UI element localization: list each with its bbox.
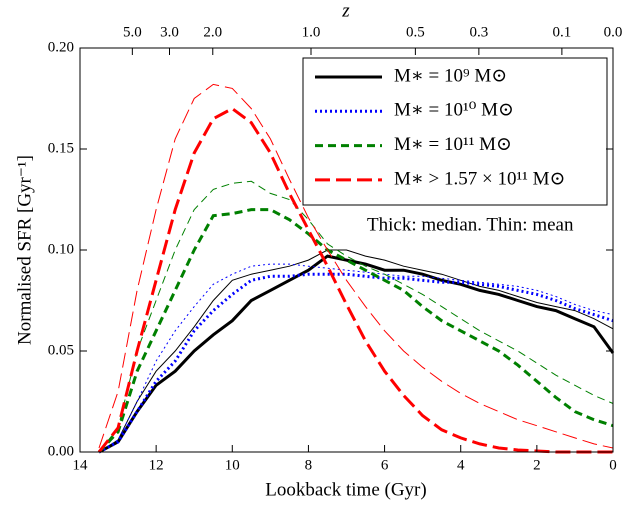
x-tick-label: 2 [533,457,541,473]
top-axis-label: z [341,0,350,21]
y-axis-label: Normalised SFR [Gyr⁻¹] [14,155,35,345]
y-tick-label: 0.10 [48,241,74,257]
x-axis-label: Lookback time (Gyr) [265,479,426,500]
legend-label: M∗ = 10⁹ M⊙ [394,65,507,86]
mean-line [98,263,614,453]
median-line [98,254,615,454]
top-tick-label: 1.0 [302,24,321,40]
top-tick-label: 0.1 [553,24,572,40]
mean-line [98,249,614,453]
top-tick-label: 2.0 [203,24,222,40]
top-tick-label: 5.0 [123,24,142,40]
y-tick-label: 0.15 [48,140,74,156]
x-tick-label: 12 [149,457,164,473]
x-tick-label: 4 [457,457,465,473]
mean-line [98,180,614,453]
plot-area [97,83,615,454]
median-line [97,106,613,454]
x-tick-label: 8 [305,457,313,473]
legend-box [302,57,608,206]
top-tick-label: 0.5 [406,24,425,40]
legend-label: M∗ > 1.57 × 10¹¹ M⊙ [394,168,565,189]
median-line [97,208,614,454]
y-tick-label: 0.05 [48,342,74,358]
mean-line [98,83,614,449]
x-tick-label: 14 [73,457,89,473]
legend-label: M∗ = 10¹¹ M⊙ [394,134,512,155]
y-tick-label: 0.20 [48,39,74,55]
x-tick-label: 10 [225,457,240,473]
top-tick-label: 0.0 [604,24,623,40]
y-tick-label: 0.00 [48,443,74,459]
x-tick-label: 6 [381,457,389,473]
legend-label: M∗ = 10¹⁰ M⊙ [394,100,514,121]
top-tick-label: 0.3 [469,24,488,40]
x-tick-label: 0 [609,457,617,473]
annotation: Thick: median. Thin: mean [367,214,574,235]
top-tick-label: 3.0 [160,24,179,40]
median-line [98,272,614,454]
